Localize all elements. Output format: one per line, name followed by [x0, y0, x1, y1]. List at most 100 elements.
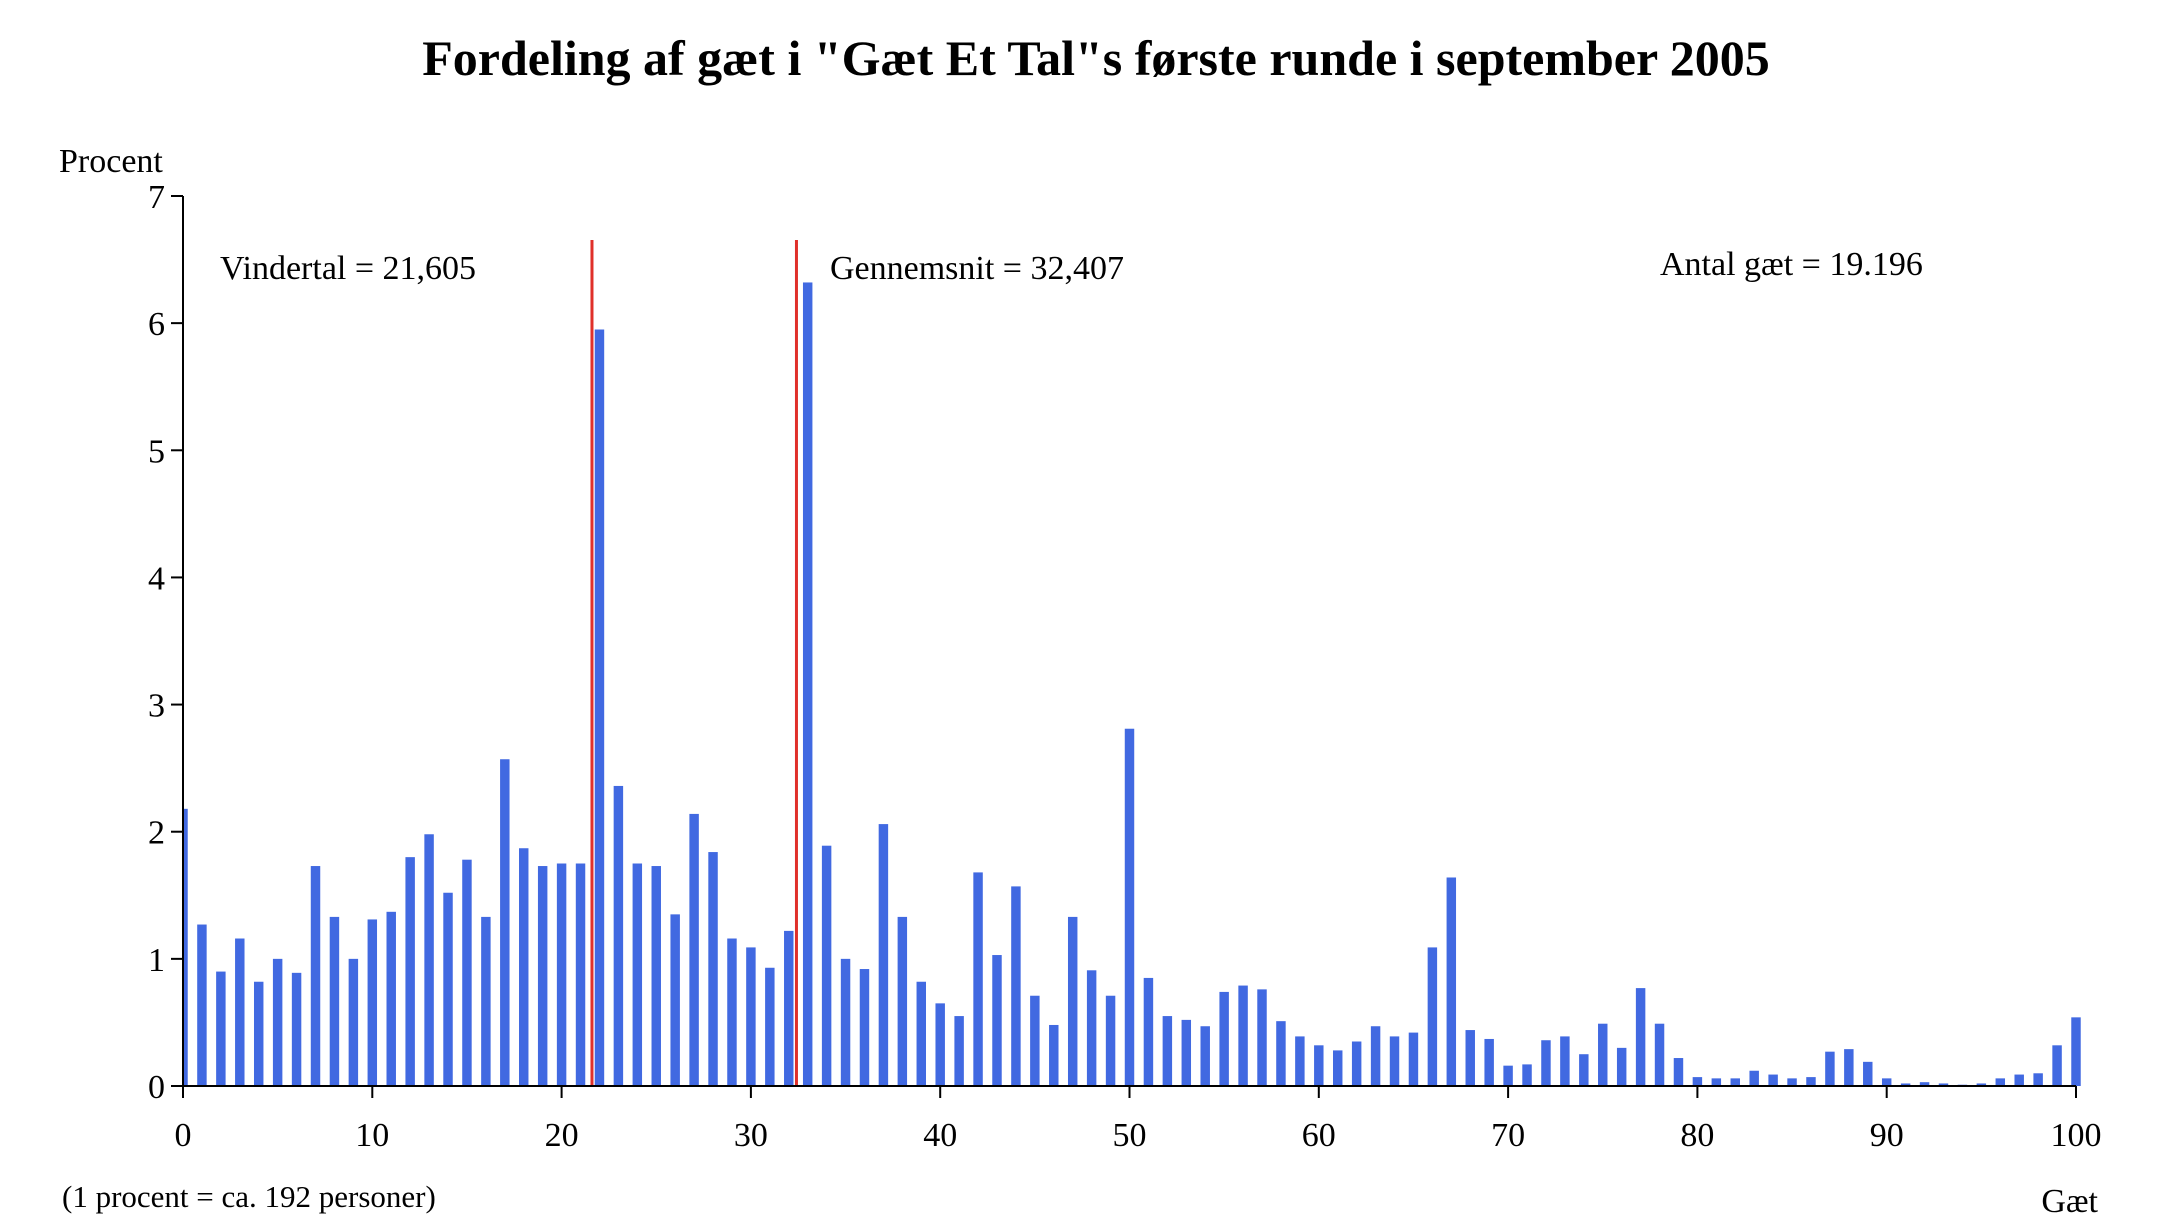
bar [500, 759, 510, 1086]
bar [1162, 1016, 1173, 1086]
y-tick-label: 3 [148, 688, 165, 725]
bar [2033, 1073, 2043, 1086]
bar [1881, 1078, 1892, 1086]
bar [183, 808, 188, 1086]
y-tick-label: 2 [148, 815, 165, 852]
bar [310, 866, 321, 1086]
bar [1408, 1032, 1419, 1086]
bar [1844, 1049, 1854, 1086]
bar [2052, 1045, 2062, 1086]
bar [1030, 995, 1040, 1086]
x-axis-ticks: 0 10 20 30 40 50 60 70 80 90 100 [175, 1086, 2102, 1154]
bar [916, 981, 926, 1086]
bar [556, 863, 567, 1086]
bar [992, 955, 1002, 1086]
x-tick-label: 80 [1680, 1117, 1714, 1154]
bar [1749, 1070, 1759, 1086]
bar [1938, 1083, 1949, 1086]
bar [1579, 1054, 1589, 1086]
y-tick-label: 6 [148, 306, 165, 343]
bar [1314, 1045, 1324, 1086]
count-annotation: Antal gæt = 19.196 [1660, 246, 1923, 283]
bar [594, 329, 605, 1086]
bar [2014, 1074, 2024, 1086]
bar [1446, 877, 1457, 1086]
bar [689, 813, 699, 1086]
bar [197, 924, 207, 1086]
bar [1351, 1041, 1362, 1086]
x-tick-label: 90 [1870, 1117, 1904, 1154]
bar [1086, 970, 1097, 1086]
bar [1787, 1078, 1797, 1086]
bar [235, 938, 245, 1086]
bar [1276, 1021, 1286, 1086]
bar [2071, 1017, 2081, 1086]
bar [1181, 1019, 1192, 1086]
bar [575, 863, 586, 1086]
bar [954, 1016, 964, 1086]
chart-title: Fordeling af gæt i "Gæt Et Tal"s første … [422, 30, 1770, 86]
x-tick-label: 20 [545, 1117, 579, 1154]
bar [272, 958, 283, 1086]
bar [613, 785, 624, 1086]
x-tick-label: 100 [2051, 1117, 2102, 1154]
bar-series [183, 282, 2081, 1087]
bar [216, 971, 226, 1086]
bar [859, 969, 870, 1086]
bar [1219, 991, 1229, 1086]
bar [1370, 1026, 1381, 1086]
bar [1011, 886, 1021, 1086]
bar [481, 916, 491, 1086]
x-tick-label: 70 [1491, 1117, 1525, 1154]
bar [1560, 1036, 1570, 1086]
bar [1976, 1083, 1987, 1086]
bar [1465, 1030, 1475, 1086]
x-tick-label: 60 [1302, 1117, 1336, 1154]
y-tick-label: 4 [148, 560, 165, 597]
bar [840, 958, 851, 1086]
bar [1654, 1023, 1665, 1086]
bar [329, 916, 340, 1086]
bar [253, 981, 264, 1086]
bar [1295, 1036, 1305, 1086]
bar [1900, 1083, 1911, 1086]
x-tick-label: 30 [734, 1117, 768, 1154]
bar [1522, 1064, 1532, 1086]
bar [1484, 1038, 1494, 1086]
x-tick-label: 50 [1113, 1117, 1147, 1154]
bar [1333, 1050, 1343, 1086]
bar [1616, 1047, 1627, 1086]
bar [632, 863, 643, 1086]
bar [1919, 1082, 1930, 1086]
bar [1238, 985, 1248, 1086]
bar [1673, 1058, 1684, 1086]
bar [708, 852, 718, 1086]
bar [1692, 1077, 1703, 1086]
bar [1995, 1078, 2006, 1086]
bar [935, 1003, 945, 1086]
bar [1635, 988, 1646, 1086]
mean-annotation: Gennemsnit = 32,407 [830, 250, 1124, 287]
bar [1768, 1074, 1778, 1086]
bar [1257, 989, 1267, 1086]
y-axis-label: Procent [59, 143, 163, 180]
y-axis-ticks: 0 1 2 3 4 5 6 7 [148, 179, 183, 1106]
bar [897, 916, 908, 1086]
bar [727, 938, 737, 1086]
bar [1389, 1036, 1400, 1086]
reference-lines [590, 240, 798, 1086]
x-tick-label: 0 [175, 1117, 192, 1154]
bar [765, 967, 775, 1086]
y-tick-label: 5 [148, 433, 165, 470]
bar [1825, 1051, 1835, 1086]
bar [802, 282, 813, 1087]
bar [348, 958, 359, 1086]
winner-annotation: Vindertal = 21,605 [220, 250, 476, 287]
bar [1143, 977, 1154, 1086]
bar [291, 972, 302, 1086]
bar [462, 859, 472, 1086]
bar [1427, 947, 1438, 1086]
bar [1124, 728, 1135, 1086]
y-tick-label: 7 [148, 179, 165, 216]
